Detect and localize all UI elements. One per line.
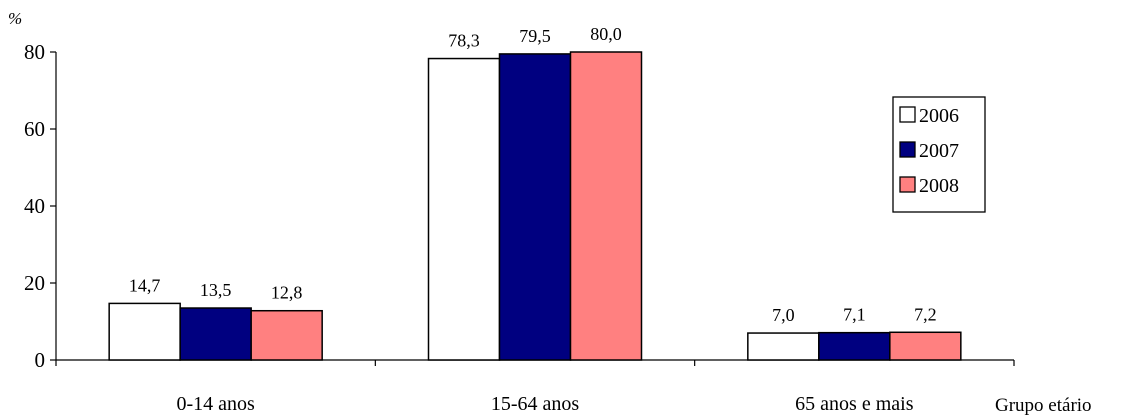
legend-label-2006: 2006	[919, 105, 959, 127]
legend-swatch-2007	[899, 141, 916, 158]
legend-swatch-2006	[899, 106, 916, 123]
data-label: 79,5	[519, 26, 551, 46]
category-label: 0-14 anos	[177, 393, 256, 415]
data-label: 78,3	[448, 31, 480, 51]
bar-2007-2	[498, 53, 572, 361]
bar-2008-1	[250, 309, 323, 361]
bar-2007-3	[818, 331, 891, 361]
y-tick-label: 0	[35, 348, 46, 372]
data-label: 80,0	[590, 24, 622, 44]
category-label: 65 anos e mais	[795, 393, 914, 415]
data-label: 7,1	[843, 305, 866, 325]
bar-2008-2	[569, 51, 643, 361]
data-label: 7,0	[772, 305, 795, 325]
bar-2006-2	[427, 57, 501, 361]
data-label: 7,2	[914, 304, 937, 324]
bar-2008-3	[889, 331, 962, 361]
legend: 2006 2007 2008	[892, 96, 986, 213]
y-tick-label: 60	[24, 117, 45, 141]
y-axis-unit-label: %	[8, 9, 22, 28]
data-label: 14,7	[129, 275, 161, 295]
data-label: 12,8	[271, 283, 303, 303]
legend-label-2007: 2007	[919, 140, 959, 162]
legend-swatch-2008	[899, 176, 916, 193]
x-axis-title: Grupo etário	[995, 395, 1092, 416]
category-label: 15-64 anos	[491, 393, 580, 415]
y-tick-label: 20	[24, 271, 45, 295]
legend-label-2008: 2008	[919, 175, 959, 197]
data-label: 13,5	[200, 280, 232, 300]
y-tick-label: 80	[24, 40, 45, 64]
bar-2007-1	[179, 307, 252, 361]
bar-2006-3	[747, 332, 820, 361]
bar-2006-1	[108, 302, 181, 361]
y-tick-label: 40	[24, 194, 45, 218]
